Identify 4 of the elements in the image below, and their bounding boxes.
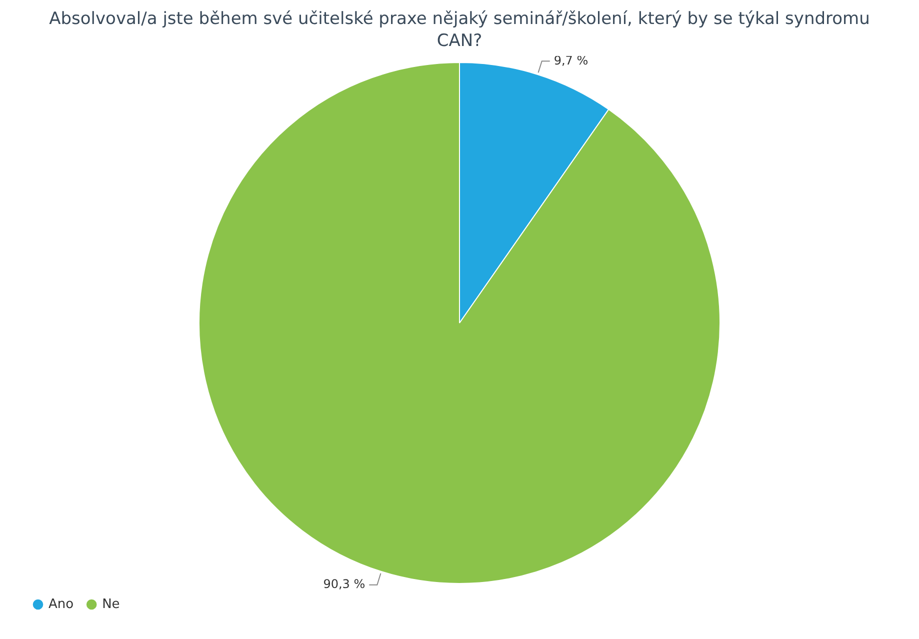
data-label: 90,3 %	[323, 576, 366, 591]
chart-title: Absolvoval/a jste během své učitelské praxe nějaký seminář/školení, který by se týkal syndromu CAN?	[49, 9, 870, 51]
legend-label: Ano	[48, 596, 74, 612]
legend-label: Ne	[102, 596, 120, 612]
